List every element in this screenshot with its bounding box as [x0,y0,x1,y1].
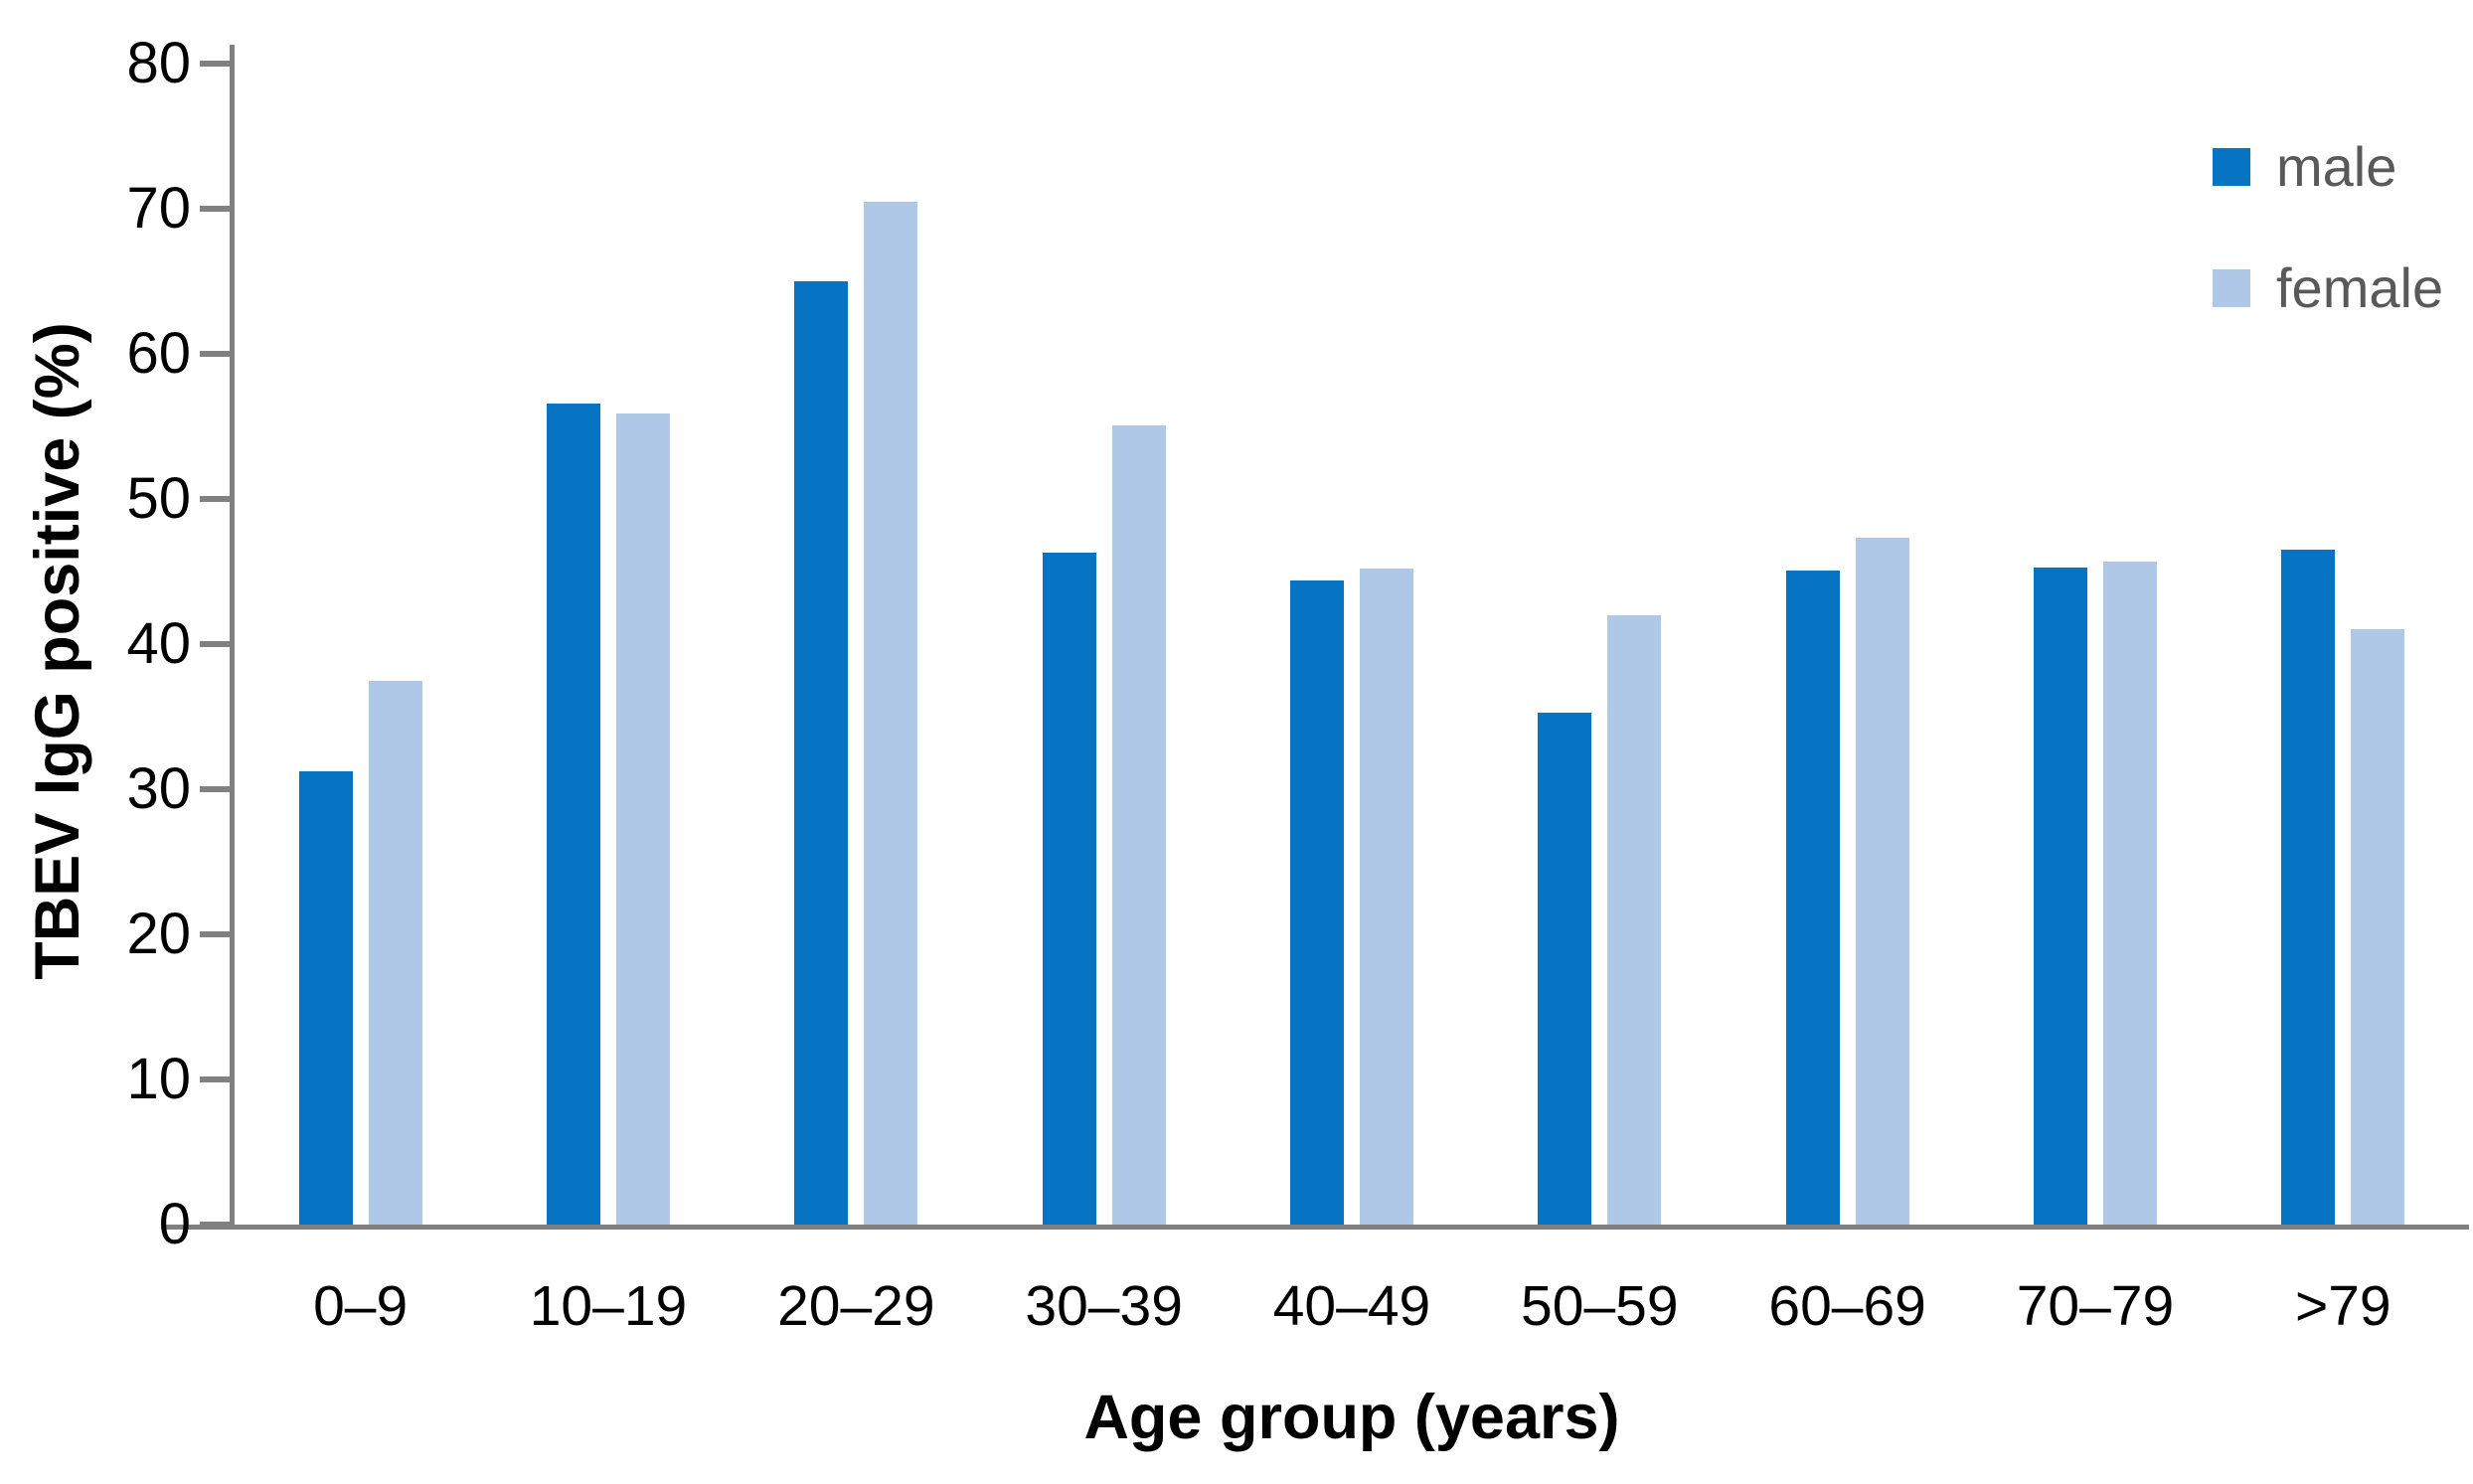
x-axis-title: Age group (years) [1083,1383,1620,1452]
male-bar-10–19 [546,403,600,1225]
bar-group-40–49 [1228,64,1475,1225]
x-tick-label: 40–49 [1272,1274,1431,1338]
male-series-swatch-icon [2213,148,2250,186]
y-tick-label: 0 [158,1192,191,1256]
y-tick-mark [200,641,230,647]
x-axis-tick-labels: 0–9 10–19 20–29 30–39 40–49 50–59 60–69 70–79 >7… [237,1275,2467,1337]
legend-entry-male: male [2213,139,2443,195]
x-tick-label: 0–9 [313,1274,409,1338]
bar-group-10–19 [484,64,732,1225]
male-bar-50–59 [1538,712,1592,1225]
bar-group-30–39 [980,64,1228,1225]
y-tick-label: 40 [126,611,191,676]
y-tick-mark [200,1222,230,1228]
male-bar->79 [2281,550,2336,1225]
y-tick-mark [200,61,230,67]
bar-group->79 [2220,64,2467,1225]
male-bar-70–79 [2033,567,2087,1225]
y-tick-mark [200,496,230,502]
legend: male female [2213,139,2443,316]
female-bar-60–69 [1855,538,1909,1225]
female-bar-70–79 [2102,561,2157,1225]
legend-label-female: female [2276,256,2444,319]
female-bar-30–39 [1111,424,1166,1225]
female-bar-0–9 [368,680,422,1225]
male-bar-0–9 [298,771,353,1225]
x-tick-label: >79 [2294,1274,2391,1338]
male-bar-30–39 [1042,553,1096,1225]
y-tick-mark [200,1076,230,1082]
x-tick-label: 10–19 [529,1274,688,1338]
bar-group-50–59 [1476,64,1724,1225]
male-bar-40–49 [1289,579,1344,1225]
y-axis-line [230,45,235,1230]
legend-entry-female: female [2213,260,2443,316]
female-bar-20–29 [864,201,918,1225]
y-tick-label: 60 [126,321,191,386]
y-tick-label: 80 [126,31,191,95]
bar-group-60–69 [1724,64,1971,1225]
x-tick-label: 20–29 [777,1274,935,1338]
female-bar-50–59 [1607,614,1662,1225]
x-tick-label: 60–69 [1768,1274,1926,1338]
y-tick-label: 50 [126,466,191,531]
female-bar->79 [2351,629,2405,1225]
x-tick-label: 70–79 [2016,1274,2175,1338]
y-tick-mark [200,786,230,792]
bar-group-70–79 [1971,64,2219,1225]
x-axis-line [165,1225,2469,1230]
female-bar-10–19 [615,412,670,1225]
y-tick-mark [200,931,230,937]
y-tick-label: 70 [126,176,191,241]
y-tick-label: 30 [126,756,191,821]
y-tick-mark [200,206,230,212]
bar-group-20–29 [733,64,980,1225]
male-bar-20–29 [794,281,849,1225]
x-tick-label: 50–59 [1521,1274,1679,1338]
y-tick-mark [200,351,230,357]
female-bar-40–49 [1359,569,1413,1225]
male-bar-60–69 [1785,570,1840,1225]
bar-group-0–9 [237,64,484,1225]
plot-area [237,64,2467,1225]
female-series-swatch-icon [2213,269,2250,307]
y-tick-label: 10 [126,1047,191,1111]
legend-label-male: male [2276,135,2397,198]
x-tick-label: 30–39 [1025,1274,1183,1338]
y-tick-label: 20 [126,902,191,966]
